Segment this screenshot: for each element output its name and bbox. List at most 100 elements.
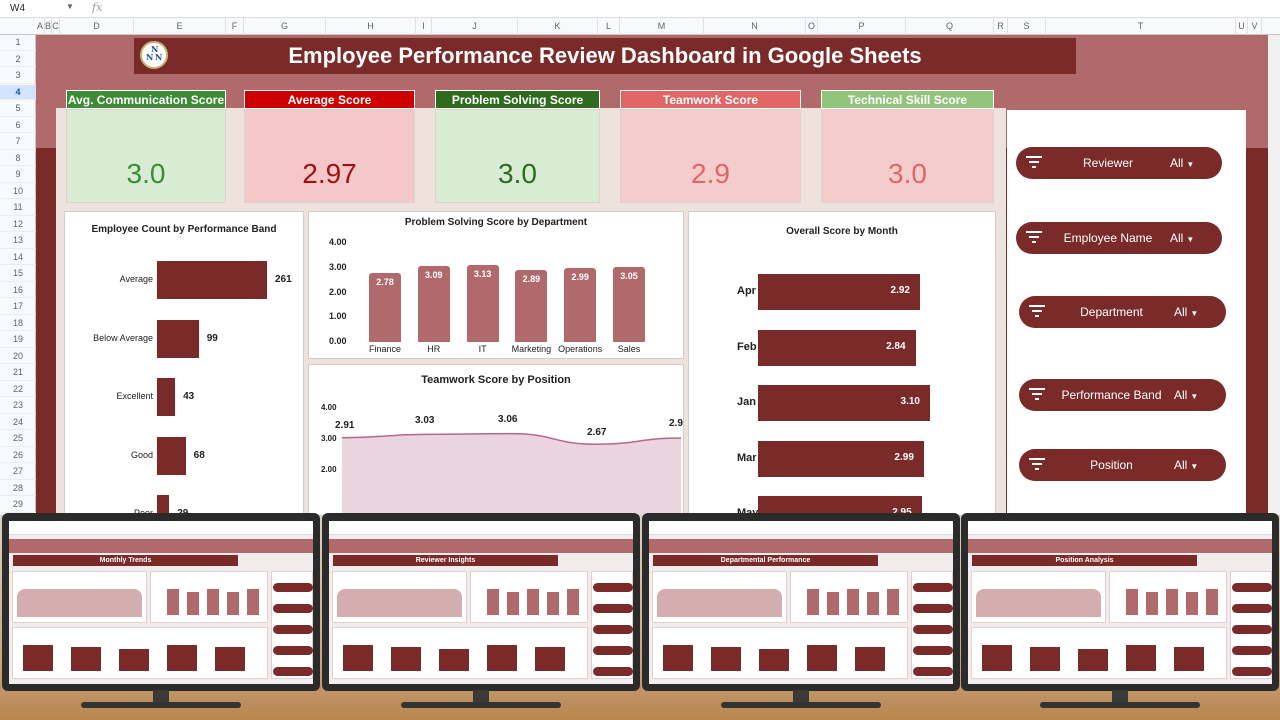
- bar: [157, 319, 199, 358]
- column-header-cell[interactable]: C: [52, 18, 60, 35]
- filter-label: Reviewer: [1082, 156, 1133, 170]
- logo-letter: N: [155, 52, 163, 62]
- filter-value[interactable]: All ▼: [1174, 379, 1198, 411]
- row-header-cell[interactable]: 17: [0, 299, 36, 315]
- row-header-cell[interactable]: 26: [0, 448, 36, 464]
- row-header-cell[interactable]: 9: [0, 167, 36, 183]
- bar: [417, 265, 450, 342]
- filter-dropdown[interactable]: Performance Band All ▼: [1019, 379, 1226, 411]
- row-header-cell[interactable]: 20: [0, 349, 36, 365]
- filter-value[interactable]: All ▼: [1170, 222, 1194, 254]
- series-line: [341, 432, 682, 445]
- row-header-cell[interactable]: 24: [0, 415, 36, 431]
- column-header-cell[interactable]: Q: [906, 18, 994, 35]
- row-header-cell[interactable]: 8: [0, 151, 36, 167]
- data-label: 2.89: [522, 274, 541, 285]
- name-box-dropdown-icon[interactable]: ▼: [66, 2, 74, 11]
- column-header-cell[interactable]: R: [994, 18, 1008, 35]
- column-header-cell[interactable]: L: [598, 18, 620, 35]
- column-header-cell[interactable]: K: [518, 18, 598, 35]
- column-header-cell[interactable]: A: [36, 18, 45, 35]
- row-header-cell[interactable]: 5: [0, 101, 36, 117]
- column-header-cell[interactable]: I: [416, 18, 432, 35]
- column-header-cell[interactable]: F: [226, 18, 244, 35]
- row-header-cell[interactable]: 28: [0, 481, 36, 497]
- preview-bar: [187, 592, 199, 615]
- filter-icon-line: [1035, 315, 1039, 317]
- column-header-cell[interactable]: O: [806, 18, 818, 35]
- row-header-cell[interactable]: 18: [0, 316, 36, 332]
- preview-monitor[interactable]: Position Analysis: [961, 513, 1279, 691]
- preview-bar: [535, 647, 565, 671]
- preview-area: [17, 589, 142, 617]
- column-header-cell[interactable]: V: [1248, 18, 1262, 35]
- preview-filter: [273, 646, 313, 655]
- row-header-cell[interactable]: 16: [0, 283, 36, 299]
- filter-dropdown[interactable]: Department All ▼: [1019, 296, 1226, 328]
- column-header-cell[interactable]: E: [134, 18, 226, 35]
- preview-monitor[interactable]: Monthly Trends: [2, 513, 320, 691]
- column-header-cell[interactable]: P: [818, 18, 906, 35]
- row-header-cell[interactable]: 3: [0, 68, 36, 84]
- preview-filter: [1232, 667, 1272, 676]
- monitor-stand: [701, 690, 901, 720]
- column-header-cell[interactable]: G: [244, 18, 326, 35]
- kpi-body: 2.9: [620, 109, 801, 203]
- column-header-cell[interactable]: D: [60, 18, 134, 35]
- filter-value[interactable]: All ▼: [1174, 296, 1198, 328]
- row-header-cell[interactable]: 4: [0, 84, 36, 101]
- row-header-cell[interactable]: 10: [0, 184, 36, 200]
- row-header-cell[interactable]: 2: [0, 52, 36, 68]
- column-header-cell[interactable]: S: [1008, 18, 1046, 35]
- row-header-cell[interactable]: 15: [0, 266, 36, 282]
- row-header-cell[interactable]: 7: [0, 134, 36, 150]
- data-label: 3.10: [900, 396, 920, 407]
- filter-value[interactable]: All ▼: [1174, 449, 1198, 481]
- kpi-label: Teamwork Score: [620, 90, 801, 109]
- preview-filter: [913, 604, 953, 613]
- row-header-cell[interactable]: 23: [0, 398, 36, 414]
- filter-dropdown[interactable]: Employee Name All ▼: [1016, 222, 1222, 254]
- row-header-cell[interactable]: 14: [0, 250, 36, 266]
- preview-band: [329, 539, 633, 553]
- kpi-card: Avg. Communication Score 3.0: [66, 90, 226, 203]
- row-header-cell[interactable]: 21: [0, 365, 36, 381]
- column-header-cell[interactable]: M: [620, 18, 704, 35]
- preview-bar: [847, 589, 859, 615]
- column-header-cell[interactable]: J: [432, 18, 518, 35]
- row-header-cell[interactable]: 12: [0, 217, 36, 233]
- preview-filter: [913, 646, 953, 655]
- vertical-scrollbar[interactable]: [1268, 35, 1280, 515]
- row-header-cell[interactable]: 6: [0, 118, 36, 134]
- kpi-card: Technical Skill Score 3.0: [821, 90, 994, 203]
- filter-dropdown[interactable]: Reviewer All ▼: [1016, 147, 1222, 179]
- column-header-cell[interactable]: T: [1046, 18, 1236, 35]
- row-header-cell[interactable]: 29: [0, 497, 36, 513]
- preview-filter: [1232, 625, 1272, 634]
- column-header-cell[interactable]: H: [326, 18, 416, 35]
- filter-value-text: All: [1174, 458, 1188, 472]
- preview-monitor[interactable]: Departmental Performance: [642, 513, 960, 691]
- kpi-value: 2.9: [691, 158, 730, 189]
- row-header-cell[interactable]: 22: [0, 382, 36, 398]
- filter-value[interactable]: All ▼: [1170, 147, 1194, 179]
- column-header-cell[interactable]: B: [45, 18, 52, 35]
- row-header-cell[interactable]: 27: [0, 464, 36, 480]
- preview-toolbar: [9, 521, 313, 535]
- filter-icon-line: [1032, 241, 1036, 243]
- filter-dropdown[interactable]: Position All ▼: [1019, 449, 1226, 481]
- row-header-cell[interactable]: 1: [0, 35, 36, 51]
- preview-area: [337, 589, 462, 617]
- preview-bar: [887, 589, 899, 615]
- row-header-cell[interactable]: 19: [0, 332, 36, 348]
- column-header-cell[interactable]: U: [1236, 18, 1248, 35]
- row-header-cell[interactable]: 11: [0, 200, 36, 216]
- bar: [758, 385, 930, 421]
- preview-monitor[interactable]: Reviewer Insights: [322, 513, 640, 691]
- row-header-cell[interactable]: 25: [0, 431, 36, 447]
- column-header-cell[interactable]: N: [704, 18, 806, 35]
- name-box[interactable]: W4: [10, 3, 25, 14]
- row-header-cell[interactable]: 13: [0, 233, 36, 249]
- preview-filter: [913, 625, 953, 634]
